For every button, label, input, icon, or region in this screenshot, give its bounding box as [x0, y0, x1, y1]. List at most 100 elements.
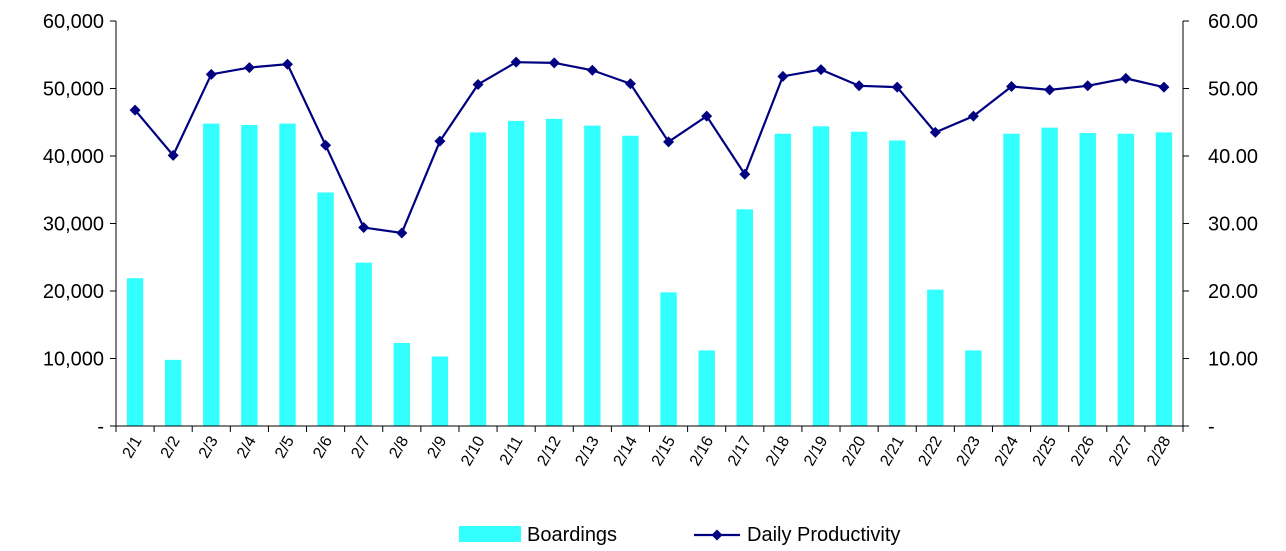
- bar-boardings: [965, 350, 982, 426]
- x-axis-tick-label: 2/24: [992, 433, 1022, 469]
- point-daily-productivity: [510, 56, 522, 68]
- bar-boardings: [355, 262, 372, 426]
- right-axis-tick-label: 30.00: [1208, 214, 1258, 236]
- point-daily-productivity: [1044, 84, 1056, 96]
- bar-boardings: [1079, 133, 1096, 427]
- x-axis-tick-label: 2/19: [801, 433, 831, 469]
- x-axis-tick-label: 2/4: [234, 433, 260, 461]
- bar-boardings: [431, 356, 449, 426]
- bar-boardings: [507, 120, 525, 427]
- bar-boardings: [927, 289, 944, 426]
- left-axis-tick-label: 40,000: [43, 146, 104, 168]
- bar-boardings: [241, 124, 258, 426]
- bar-boardings: [164, 359, 182, 426]
- x-axis-tick-label: 2/15: [649, 433, 679, 469]
- bar-boardings: [889, 140, 906, 427]
- legend-label-boardings: Boardings: [527, 524, 617, 546]
- bar-boardings: [203, 123, 220, 426]
- x-axis-tick-label: 2/2: [158, 433, 184, 461]
- right-axis-tick-label: 60.00: [1208, 11, 1258, 33]
- bar-boardings: [469, 132, 487, 427]
- point-daily-productivity: [358, 222, 370, 234]
- point-daily-productivity: [739, 168, 751, 180]
- point-daily-productivity: [701, 110, 713, 122]
- point-daily-productivity: [167, 149, 179, 161]
- point-daily-productivity: [853, 80, 865, 92]
- bar-boardings: [1155, 132, 1173, 427]
- x-axis-tick-label: 2/1: [120, 433, 146, 461]
- point-daily-productivity: [548, 57, 560, 69]
- x-axis-tick-label: 2/16: [687, 433, 717, 469]
- bar-boardings: [584, 125, 601, 427]
- bar-boardings: [736, 209, 753, 426]
- x-axis-tick-label: 2/9: [425, 433, 451, 461]
- point-daily-productivity: [624, 78, 636, 90]
- x-axis-tick-label: 2/11: [497, 433, 527, 468]
- right-axis-tick-label: 20.00: [1208, 281, 1258, 303]
- bar-boardings: [546, 118, 563, 427]
- bar-boardings: [393, 342, 410, 426]
- x-axis-tick-label: 2/3: [196, 433, 222, 461]
- right-axis-tick-label: 10.00: [1208, 349, 1258, 371]
- point-daily-productivity: [1082, 80, 1094, 92]
- point-daily-productivity: [320, 139, 332, 151]
- x-axis-tick-label: 2/17: [725, 433, 755, 469]
- bar-boardings: [1003, 133, 1020, 427]
- bar-boardings: [126, 278, 144, 426]
- point-daily-productivity: [891, 81, 903, 93]
- bar-boardings: [279, 123, 296, 426]
- bar-boardings: [660, 292, 677, 426]
- x-axis-tick-label: 2/10: [458, 433, 488, 469]
- left-axis-tick-label: -: [97, 416, 104, 438]
- point-daily-productivity: [663, 136, 675, 148]
- x-axis-tick-label: 2/22: [915, 433, 945, 469]
- bar-boardings: [622, 135, 639, 426]
- bar-boardings: [1041, 127, 1058, 427]
- bar-boardings: [812, 126, 830, 427]
- point-daily-productivity: [967, 110, 979, 122]
- x-axis-tick-label: 2/14: [611, 433, 641, 469]
- point-daily-productivity: [586, 64, 598, 76]
- bar-boardings: [317, 192, 334, 426]
- point-daily-productivity: [434, 135, 446, 147]
- x-axis-tick-label: 2/6: [310, 433, 336, 461]
- x-axis-tick-label: 2/7: [348, 433, 374, 461]
- right-axis-tick-label: 40.00: [1208, 146, 1258, 168]
- point-daily-productivity: [472, 78, 484, 90]
- x-axis-tick-label: 2/12: [534, 433, 564, 469]
- x-axis-tick-label: 2/26: [1068, 433, 1098, 469]
- legend-label-daily-productivity: Daily Productivity: [747, 524, 900, 546]
- bar-boardings: [698, 350, 715, 426]
- right-axis-tick-label: -: [1208, 416, 1215, 438]
- left-axis-tick-label: 60,000: [43, 11, 104, 33]
- x-axis-tick-label: 2/13: [573, 433, 603, 469]
- left-axis-tick-label: 10,000: [43, 349, 104, 371]
- point-daily-productivity: [929, 126, 941, 138]
- legend-marker-daily-productivity: [711, 529, 723, 541]
- point-daily-productivity: [243, 62, 255, 74]
- x-axis-tick-label: 2/27: [1106, 433, 1136, 469]
- point-daily-productivity: [1120, 72, 1132, 84]
- x-axis-tick-label: 2/18: [763, 433, 793, 469]
- line-daily-productivity: [134, 61, 1165, 235]
- x-axis-tick-label: 2/25: [1030, 433, 1060, 469]
- legend-swatch-boardings: [459, 526, 521, 542]
- point-daily-productivity: [777, 70, 789, 82]
- point-daily-productivity: [396, 227, 408, 239]
- bar-boardings: [850, 131, 868, 426]
- point-daily-productivity: [129, 104, 141, 116]
- x-axis-tick-label: 2/20: [839, 433, 869, 469]
- left-axis-tick-label: 20,000: [43, 281, 104, 303]
- x-axis-tick-label: 2/23: [954, 433, 984, 469]
- point-daily-productivity: [205, 68, 217, 80]
- point-daily-productivity: [815, 64, 827, 76]
- right-axis-tick-label: 50.00: [1208, 79, 1258, 101]
- x-axis-tick-label: 2/28: [1144, 433, 1174, 469]
- left-axis-tick-label: 30,000: [43, 214, 104, 236]
- x-axis-tick-label: 2/8: [386, 433, 412, 461]
- point-daily-productivity: [1158, 81, 1170, 93]
- bar-boardings: [1117, 133, 1135, 427]
- x-axis-tick-label: 2/5: [272, 433, 298, 461]
